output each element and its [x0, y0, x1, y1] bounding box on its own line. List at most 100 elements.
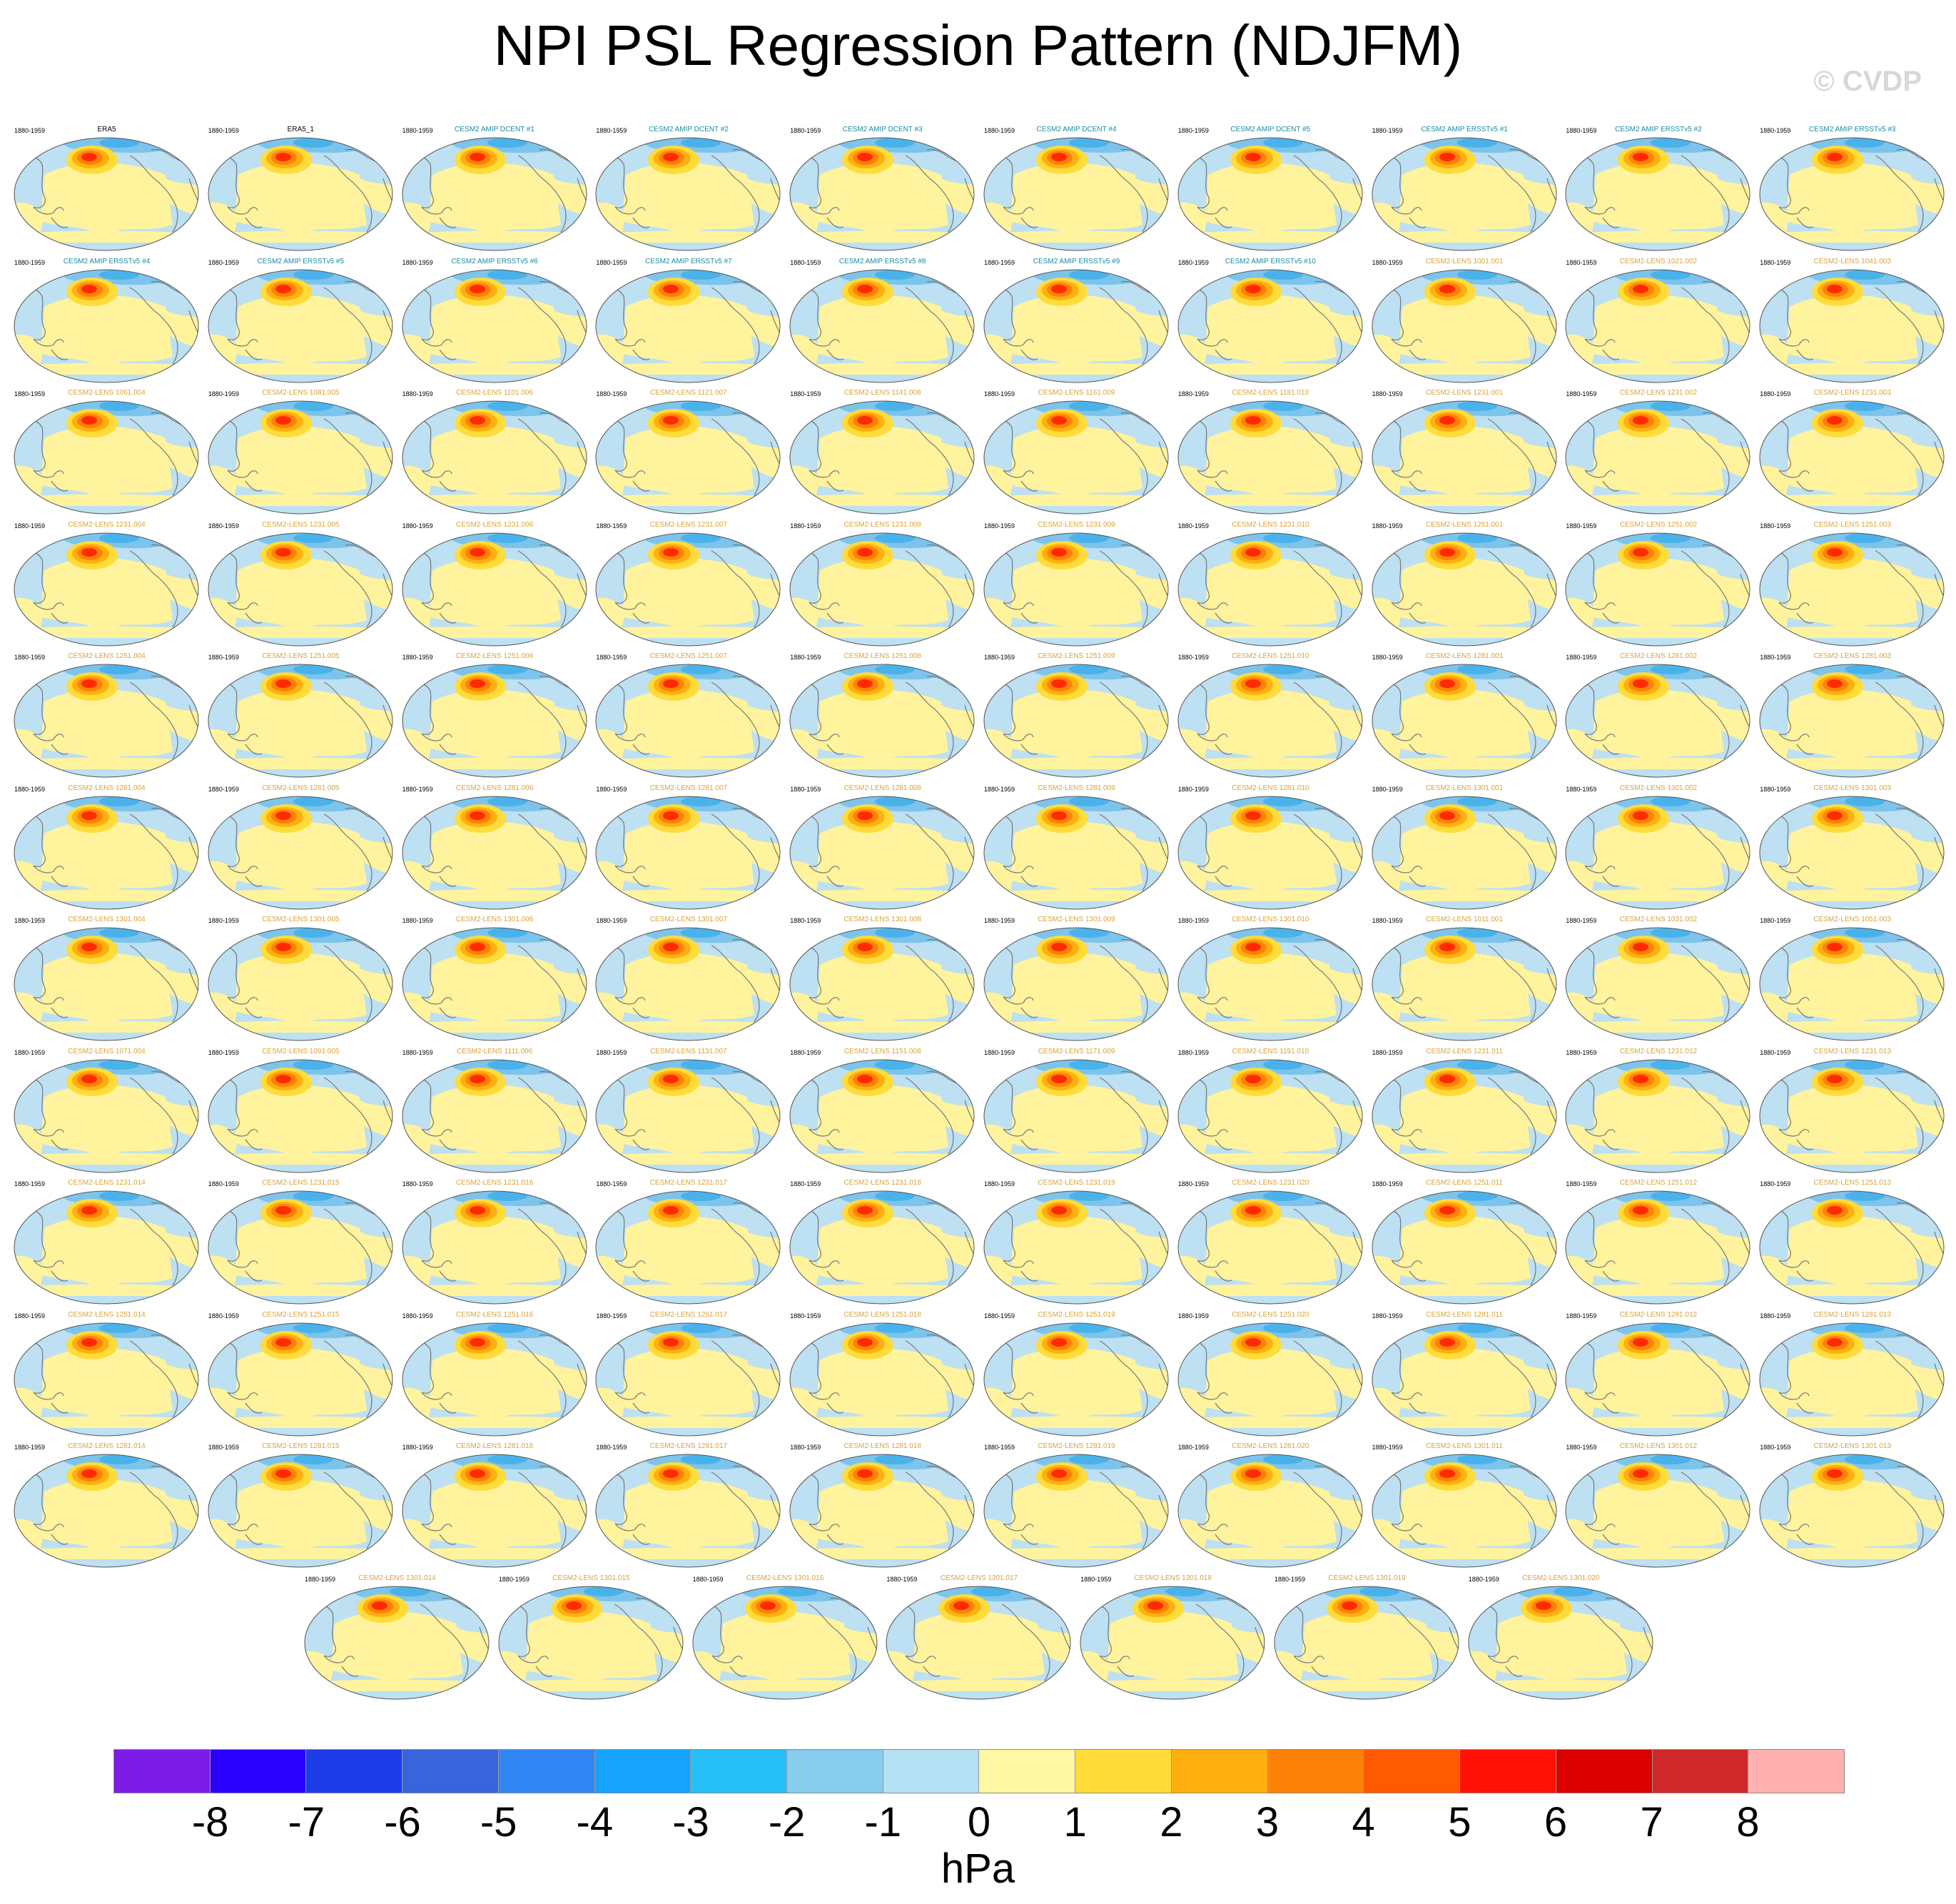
map-panel: 1880-1959 CESM2-LENS 1231.015 [204, 1178, 397, 1307]
regression-map [1080, 1586, 1265, 1699]
panel-title: CESM2-LENS 1301.002 [1619, 784, 1698, 792]
colorbar-tick-label: 1 [1063, 1799, 1087, 1845]
map-panel: 1880-1959 CESM2-LENS 1251.003 [1755, 520, 1949, 649]
regression-map [1759, 1322, 1945, 1436]
regression-map [208, 532, 393, 646]
panel-period: 1880-1959 [1566, 1180, 1597, 1188]
panel-title: CESM2-LENS 1231.017 [649, 1179, 728, 1187]
panel-period: 1880-1959 [1566, 1444, 1597, 1451]
regression-map [1372, 1190, 1557, 1305]
panel-period: 1880-1959 [1372, 127, 1403, 134]
panel-period: 1880-1959 [208, 522, 239, 530]
regression-map [1372, 400, 1557, 515]
panel-period: 1880-1959 [1760, 1444, 1791, 1451]
colorbar-tick-label: 4 [1352, 1799, 1375, 1845]
map-panel: 1880-1959 CESM2-LENS 1281.015 [204, 1441, 397, 1571]
panel-title: CESM2-LENS 1021.002 [1619, 257, 1698, 265]
regression-map [14, 664, 199, 778]
regression-map [1565, 1190, 1750, 1305]
regression-map [402, 1454, 587, 1568]
map-panel: 1880-1959 CESM2-LENS 1231.020 [1174, 1178, 1367, 1307]
panel-period: 1880-1959 [1566, 258, 1597, 266]
panel-period: 1880-1959 [14, 127, 46, 134]
map-panel: 1880-1959 CESM2-LENS 1231.007 [592, 520, 785, 649]
panel-period: 1880-1959 [305, 1575, 336, 1583]
panel-period: 1880-1959 [984, 127, 1015, 134]
map-panel: 1880-1959 CESM2-LENS 1281.005 [204, 783, 397, 913]
cvdp-watermark: © CVDP [1813, 66, 1922, 97]
regression-map [1565, 1059, 1750, 1173]
map-panel: 1880-1959 CESM2-LENS 1251.010 [1174, 651, 1367, 781]
regression-map [1565, 137, 1750, 251]
map-panel: 1880-1959 CESM2-LENS 1011.001 [1368, 914, 1561, 1044]
map-panel: 1880-1959 CESM2-LENS 1231.008 [786, 520, 979, 649]
regression-map [789, 400, 975, 515]
map-panel: 1880-1959 CESM2-LENS 1301.017 [882, 1573, 1075, 1703]
panel-period: 1880-1959 [1760, 1048, 1791, 1056]
panel-period: 1880-1959 [596, 1180, 627, 1188]
panel-title: CESM2 AMIP ERSSTv5 #2 [1615, 126, 1702, 133]
regression-map [1372, 1059, 1557, 1173]
regression-map [595, 927, 781, 1041]
map-panel: 1880-1959 CESM2-LENS 1231.006 [398, 520, 592, 649]
panel-period: 1880-1959 [1372, 1048, 1403, 1056]
panel-period: 1880-1959 [402, 1444, 433, 1451]
colorbar-tick-label: -3 [672, 1799, 709, 1845]
regression-map [595, 664, 781, 778]
map-panel: 1880-1959 CESM2 AMIP ERSSTv5 #10 [1174, 256, 1367, 386]
map-panel: 1880-1959 CESM2-LENS 1281.016 [398, 1441, 592, 1571]
map-panel: 1880-1959 CESM2-LENS 1301.011 [1368, 1441, 1561, 1571]
panel-title: CESM2-LENS 1301.018 [1134, 1574, 1212, 1582]
panel-title: CESM2-LENS 1251.011 [1426, 1179, 1503, 1187]
panel-title: CESM2 AMIP DCENT #2 [648, 126, 729, 133]
map-panel: 1880-1959 CESM2 AMIP ERSSTv5 #9 [980, 256, 1173, 386]
colorbar-swatch [979, 1750, 1076, 1793]
map-panel: 1880-1959 CESM2-LENS 1281.017 [592, 1441, 785, 1571]
panel-period: 1880-1959 [402, 1180, 433, 1188]
panel-title: CESM2 AMIP DCENT #1 [455, 126, 535, 133]
panel-title: CESM2-LENS 1161.009 [1038, 389, 1115, 397]
panel-period: 1880-1959 [208, 1180, 239, 1188]
panel-period: 1880-1959 [790, 258, 821, 266]
panel-period: 1880-1959 [1760, 258, 1791, 266]
regression-map [208, 664, 393, 778]
regression-map [402, 796, 587, 909]
panel-period: 1880-1959 [14, 785, 46, 793]
panel-title: CESM2 AMIP ERSSTv5 #7 [645, 257, 732, 265]
panel-title: CESM2-LENS 1301.005 [262, 916, 340, 923]
panel-title: CESM2 AMIP ERSSTv5 #10 [1225, 257, 1316, 265]
map-panel: 1880-1959 CESM2-LENS 1231.018 [786, 1178, 979, 1307]
panel-period: 1880-1959 [14, 1048, 46, 1056]
map-panel: 1880-1959 CESM2-LENS 1251.006 [398, 651, 592, 781]
regression-map [1177, 1190, 1363, 1305]
panel-title: CESM2-LENS 1281.002 [1619, 652, 1698, 660]
regression-map [1759, 1059, 1945, 1173]
panel-period: 1880-1959 [1177, 1312, 1209, 1320]
map-panel: 1880-1959 CESM2-LENS 1281.004 [10, 783, 203, 913]
regression-map [1372, 927, 1557, 1041]
panel-period: 1880-1959 [14, 1444, 46, 1451]
map-panel: 1880-1959 CESM2-LENS 1301.012 [1561, 1441, 1755, 1571]
regression-map [789, 927, 975, 1041]
panel-title: CESM2 AMIP ERSSTv5 #3 [1808, 126, 1896, 133]
regression-map [595, 400, 781, 515]
panel-period: 1880-1959 [1372, 390, 1403, 397]
regression-map [1372, 1454, 1557, 1568]
map-panel: 1880-1959 CESM2-LENS 1231.009 [980, 520, 1173, 649]
panel-period: 1880-1959 [790, 1312, 821, 1320]
panel-title: CESM2-LENS 1281.018 [843, 1442, 921, 1450]
colorbar-swatch [210, 1750, 307, 1793]
regression-map [789, 1059, 975, 1173]
panel-title: CESM2-LENS 1281.010 [1232, 784, 1309, 792]
map-panel: 1880-1959 CESM2-LENS 1081.005 [204, 388, 397, 517]
map-panel: 1880-1959 CESM2-LENS 1281.010 [1174, 783, 1367, 913]
panel-period: 1880-1959 [402, 917, 433, 924]
regression-map [983, 1059, 1169, 1173]
panel-title: CESM2-LENS 1301.009 [1038, 916, 1115, 923]
panel-title: CESM2-LENS 1251.012 [1619, 1179, 1698, 1187]
map-panel: 1880-1959 CESM2-LENS 1151.008 [786, 1046, 979, 1176]
regression-map [1177, 1322, 1363, 1436]
regression-map [1565, 1454, 1750, 1568]
panel-title: CESM2 AMIP ERSSTv5 #4 [63, 257, 151, 265]
panel-period: 1880-1959 [984, 390, 1015, 397]
